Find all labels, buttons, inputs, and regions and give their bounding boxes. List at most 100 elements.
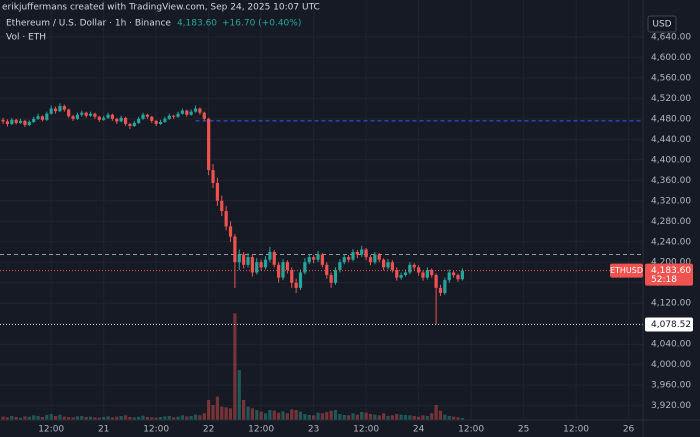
candle-body xyxy=(294,282,298,288)
x-tick-label: 23 xyxy=(308,425,319,435)
x-tick-label: 12:00 xyxy=(248,425,274,435)
y-tick-label: 4,360.00 xyxy=(651,176,691,186)
volume-bar xyxy=(342,415,346,420)
candle-body xyxy=(163,118,167,122)
volume-bar xyxy=(211,405,215,420)
candle-body xyxy=(176,113,180,117)
volume-bar xyxy=(163,416,167,420)
candle-body xyxy=(312,257,316,260)
candle-body xyxy=(250,257,254,273)
volume-bar xyxy=(329,410,333,420)
currency-box[interactable] xyxy=(647,15,677,33)
x-tick-label: 21 xyxy=(98,425,109,435)
candle-body xyxy=(408,264,412,273)
low-price-label: 4,078.52 xyxy=(651,320,691,330)
volume-bar xyxy=(88,416,93,420)
volume-bar xyxy=(460,418,464,420)
candle-body xyxy=(451,272,456,276)
volume-bar xyxy=(263,413,268,420)
volume-bar xyxy=(185,416,189,420)
candle-body xyxy=(88,113,93,116)
x-tick-label: 12:00 xyxy=(458,425,484,435)
volume-bar xyxy=(338,414,342,420)
volume-bar xyxy=(180,415,185,420)
candle-body xyxy=(355,252,359,255)
low-price-box xyxy=(645,317,693,332)
volume-bar xyxy=(36,416,40,420)
volume-bar xyxy=(303,414,307,420)
candle-body xyxy=(189,111,193,115)
volume-bar xyxy=(255,410,259,420)
volume-bar xyxy=(10,416,14,420)
candle-body xyxy=(106,114,110,118)
volume-bar xyxy=(119,416,123,420)
volume-bar xyxy=(45,415,49,420)
candle-body xyxy=(1,119,5,122)
volume-bar xyxy=(233,313,237,420)
volume-bar xyxy=(27,416,31,420)
volume-bar xyxy=(417,416,421,420)
candle-body xyxy=(27,121,31,125)
volume-bar xyxy=(128,417,132,420)
volume-bar xyxy=(403,415,408,420)
volume-bar xyxy=(58,414,62,420)
y-tick-label: 4,600.00 xyxy=(651,53,691,63)
candle-body xyxy=(71,116,75,119)
x-tick-label: 12:00 xyxy=(38,425,64,435)
volume-bar xyxy=(224,407,228,420)
candle-body xyxy=(220,200,224,212)
candle-body xyxy=(382,259,386,268)
volume-bar xyxy=(23,416,27,420)
volume-bar xyxy=(320,413,324,420)
candle-body xyxy=(237,254,241,263)
y-tick-label: 4,280.00 xyxy=(651,217,691,227)
y-tick-label: 3,920.00 xyxy=(651,401,691,411)
candle-body xyxy=(272,252,276,265)
volume-bar xyxy=(67,417,71,420)
volume-bar xyxy=(154,417,158,420)
volume-bar xyxy=(40,417,45,420)
candle-body xyxy=(438,287,443,293)
candle-body xyxy=(145,114,150,117)
candle-body xyxy=(115,118,119,122)
candle-body xyxy=(434,275,438,288)
candle-body xyxy=(198,108,202,113)
x-tick-label: 12:00 xyxy=(353,425,379,435)
y-tick-label: 4,000.00 xyxy=(651,360,691,370)
volume-bar xyxy=(408,415,412,420)
candle-body xyxy=(167,115,171,119)
volume-bar xyxy=(259,411,263,420)
volume-bar xyxy=(430,413,434,420)
volume-bar xyxy=(106,416,110,420)
y-tick-label: 4,200.00 xyxy=(651,258,691,268)
volume-bar xyxy=(49,414,53,420)
y-tick-label: 4,560.00 xyxy=(651,73,691,83)
volume-bar xyxy=(93,417,97,420)
x-tick-label: 12:00 xyxy=(563,425,589,435)
candle-body xyxy=(421,272,425,278)
candle-body xyxy=(67,109,71,117)
chart-title: Ethereum / U.S. Dollar · 1h · Binance xyxy=(6,19,171,29)
candle-body xyxy=(456,275,460,280)
candle-body xyxy=(119,117,123,122)
currency[interactable]: USD xyxy=(652,20,671,30)
volume-bar xyxy=(447,416,451,420)
candle-body xyxy=(93,113,97,117)
candle-body xyxy=(123,117,128,124)
volume-bar xyxy=(307,415,311,420)
volume-bar xyxy=(207,400,211,420)
volume-bar xyxy=(71,417,75,420)
volume-bar xyxy=(172,417,176,420)
candle-body xyxy=(386,262,390,268)
candle-body xyxy=(290,269,294,283)
volume-bar xyxy=(14,417,18,420)
x-tick-label: 25 xyxy=(518,425,529,435)
candle-body xyxy=(102,117,106,120)
volume-bar xyxy=(167,416,171,420)
candle-body xyxy=(298,272,303,288)
candle-body xyxy=(58,106,62,112)
candle-body xyxy=(110,114,115,119)
volume-bar xyxy=(150,417,154,420)
countdown: 52:18 xyxy=(651,275,677,285)
header: erikjuffermans created with TradingView.… xyxy=(2,3,320,13)
